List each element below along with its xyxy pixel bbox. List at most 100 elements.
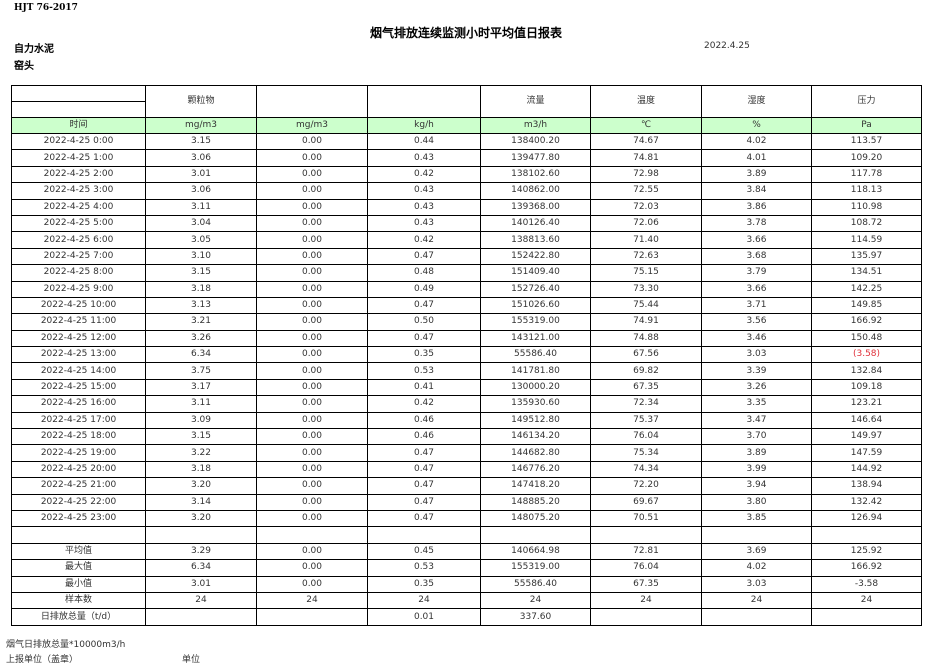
cell: 166.92 bbox=[811, 313, 922, 331]
column-header: 压力 bbox=[811, 85, 922, 118]
cell: 0.47 bbox=[367, 296, 481, 315]
header-split bbox=[12, 87, 145, 117]
unit-cell: 时间 bbox=[11, 117, 146, 134]
cell: 146776.20 bbox=[480, 460, 591, 479]
cell: 3.17 bbox=[145, 378, 257, 397]
empty-cell bbox=[701, 526, 812, 544]
cell: 0.48 bbox=[367, 264, 481, 282]
table-row: 2022-4-25 6:00 3.05 0.00 0.42 138813.60 71.40… bbox=[11, 231, 922, 249]
empty-cell bbox=[480, 526, 591, 544]
cell: 3.13 bbox=[145, 296, 257, 315]
cell: 2022-4-25 17:00 bbox=[11, 411, 146, 430]
cell: 114.59 bbox=[811, 231, 922, 249]
table-row: 2022-4-25 18:00 3.15 0.00 0.46 146134.20 76.0… bbox=[11, 428, 922, 446]
cell: 3.69 bbox=[701, 542, 812, 561]
cell: 67.35 bbox=[590, 575, 702, 593]
cell: 3.22 bbox=[145, 444, 257, 462]
cell: 24 bbox=[367, 591, 481, 610]
table-row: 2022-4-25 10:00 3.13 0.00 0.47 151026.60 75.4… bbox=[11, 296, 922, 315]
cell: 0.50 bbox=[367, 313, 481, 331]
cell: 0.00 bbox=[256, 575, 368, 593]
monitoring-unit: 窑头 bbox=[14, 61, 34, 72]
cell: 最小值 bbox=[11, 575, 146, 593]
cell: 0.00 bbox=[256, 411, 368, 430]
cell: 0.46 bbox=[367, 411, 481, 430]
cell: 74.34 bbox=[590, 460, 702, 479]
cell bbox=[256, 608, 368, 626]
cell: 3.84 bbox=[701, 182, 812, 200]
column-header-row: 颗粒物 流量 温度 湿度 压力 bbox=[11, 85, 922, 118]
cell: 149.97 bbox=[811, 428, 922, 446]
cell: 125.92 bbox=[811, 542, 922, 561]
cell: 0.00 bbox=[256, 460, 368, 479]
cell: 0.00 bbox=[256, 280, 368, 298]
report-title: 烟气排放连续监测小时平均值日报表 bbox=[369, 26, 562, 40]
cell: 3.89 bbox=[701, 444, 812, 462]
cell: 最大值 bbox=[11, 559, 146, 577]
report-table: 颗粒物 流量 温度 湿度 压力 时间 mg/m3 mg/m3 kg/h m3/h ℃% Pa 202… bbox=[11, 85, 922, 626]
cell: 69.67 bbox=[590, 493, 702, 511]
cell: 3.35 bbox=[701, 395, 812, 413]
summary-row: 日排放总量（t/d） 0.01 337.60 bbox=[11, 608, 922, 626]
cell: 72.03 bbox=[590, 198, 702, 216]
cell: 3.66 bbox=[701, 231, 812, 249]
cell: 135.97 bbox=[811, 247, 922, 266]
report-date: 2022.4.25 bbox=[704, 41, 750, 51]
cell: 2022-4-25 3:00 bbox=[11, 182, 146, 200]
cell: 3.18 bbox=[145, 460, 257, 479]
cell: 3.26 bbox=[701, 378, 812, 397]
cell: 24 bbox=[811, 591, 922, 610]
empty-cell bbox=[145, 526, 257, 544]
table-row: 2022-4-25 1:00 3.06 0.00 0.43 139477.80 74.81… bbox=[11, 149, 922, 167]
cell: 140126.40 bbox=[480, 214, 591, 233]
cell: 139477.80 bbox=[480, 149, 591, 167]
empty-cell bbox=[11, 526, 146, 544]
cell: 0.00 bbox=[256, 149, 368, 167]
cell: 2022-4-25 2:00 bbox=[11, 165, 146, 184]
cell: 75.37 bbox=[590, 411, 702, 430]
cell: 3.06 bbox=[145, 149, 257, 167]
cell: 0.00 bbox=[256, 231, 368, 249]
cell: 67.56 bbox=[590, 346, 702, 364]
cell: 24 bbox=[590, 591, 702, 610]
unit-cell: kg/h bbox=[367, 117, 481, 134]
footer-unit-label: 单位 bbox=[182, 655, 201, 665]
cell: 2022-4-25 12:00 bbox=[11, 329, 146, 348]
cell: 108.72 bbox=[811, 214, 922, 233]
cell: 76.04 bbox=[590, 559, 702, 577]
empty-cell bbox=[590, 526, 702, 544]
company-name: 自力水泥 bbox=[14, 44, 54, 55]
cell: 0.45 bbox=[367, 542, 481, 561]
table-row: 2022-4-25 11:00 3.21 0.00 0.50 155319.00 74.9… bbox=[11, 313, 922, 331]
table-row: 2022-4-25 14:00 3.75 0.00 0.53 141781.80 69.8… bbox=[11, 362, 922, 380]
cell: 0.00 bbox=[256, 182, 368, 200]
cell: 110.98 bbox=[811, 198, 922, 216]
cell: 平均值 bbox=[11, 542, 146, 561]
cell: 4.01 bbox=[701, 149, 812, 167]
cell: 0.47 bbox=[367, 247, 481, 266]
cell: 3.01 bbox=[145, 165, 257, 184]
cell: 0.43 bbox=[367, 149, 481, 167]
cell: 6.34 bbox=[145, 559, 257, 577]
cell: (3.58) bbox=[811, 346, 922, 364]
cell: 2022-4-25 15:00 bbox=[11, 378, 146, 397]
cell: 132.42 bbox=[811, 493, 922, 511]
cell: 0.00 bbox=[256, 477, 368, 495]
cell: 0.44 bbox=[367, 132, 481, 151]
cell: 0.42 bbox=[367, 395, 481, 413]
cell: 24 bbox=[256, 591, 368, 610]
cell: 150.48 bbox=[811, 329, 922, 348]
cell: 0.35 bbox=[367, 346, 481, 364]
cell: 149.85 bbox=[811, 296, 922, 315]
column-header: 湿度 bbox=[701, 85, 812, 118]
cell: 71.40 bbox=[590, 231, 702, 249]
cell: 109.20 bbox=[811, 149, 922, 167]
cell: 0.00 bbox=[256, 378, 368, 397]
cell: 2022-4-25 14:00 bbox=[11, 362, 146, 380]
cell: 0.00 bbox=[256, 509, 368, 528]
cell: 72.98 bbox=[590, 165, 702, 184]
cell: 72.55 bbox=[590, 182, 702, 200]
cell: 0.46 bbox=[367, 428, 481, 446]
cell: 75.34 bbox=[590, 444, 702, 462]
cell: 0.00 bbox=[256, 198, 368, 216]
